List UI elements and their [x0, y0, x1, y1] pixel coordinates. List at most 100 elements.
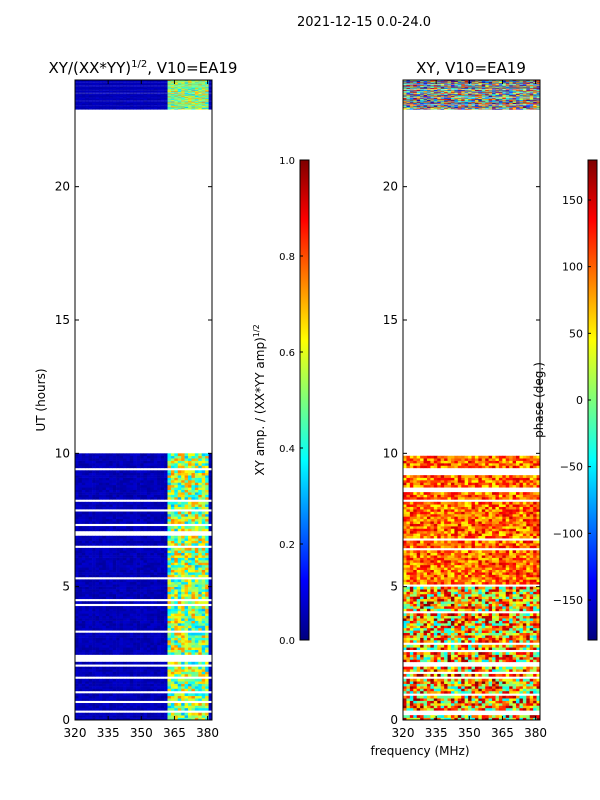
heat-cell: [205, 496, 209, 500]
heat-cell: [164, 635, 168, 638]
heat-cell: [174, 108, 179, 109]
heat-cell: [205, 494, 209, 498]
heat-cell: [153, 632, 158, 636]
heat-cell: [133, 458, 137, 461]
heat-cell: [191, 678, 196, 682]
heat-cell: [112, 108, 117, 109]
heat-cell: [191, 489, 196, 493]
heat-cell: [170, 555, 175, 558]
heat-cell: [105, 591, 110, 595]
heat-cell: [129, 496, 134, 500]
heat-cell: [184, 589, 189, 592]
heat-cell: [112, 526, 117, 529]
heat-cell: [88, 496, 93, 500]
heat-cell: [205, 572, 209, 575]
heat-cell: [78, 501, 83, 505]
heat-cell: [194, 703, 199, 706]
heat-cell: [146, 715, 151, 718]
heat-cell: [181, 550, 185, 554]
heat-cell: [201, 625, 206, 629]
heat-cell: [167, 620, 172, 624]
heat-cell: [177, 543, 182, 546]
heat-cell: [92, 642, 96, 646]
heat-cell: [164, 661, 168, 665]
heat-cell: [188, 596, 192, 600]
heat-cell: [198, 572, 203, 575]
heat-cell: [146, 606, 151, 609]
heat-cell: [177, 683, 182, 687]
heat-cell: [208, 540, 212, 544]
heat-cell: [153, 109, 158, 110]
heat-cell: [188, 470, 192, 474]
heat-cell: [122, 108, 127, 109]
heat-cell: [181, 717, 185, 720]
heat-cell: [85, 649, 89, 653]
heat-cell: [194, 496, 199, 500]
heat-cell: [184, 564, 189, 568]
heat-cell: [116, 538, 120, 541]
heat-cell: [126, 647, 131, 650]
heat-cell: [157, 540, 161, 544]
heat-cell: [78, 540, 83, 544]
heat-cell: [140, 695, 144, 699]
heat-cell: [174, 528, 179, 532]
heat-cell: [146, 555, 151, 558]
heat-cell: [205, 606, 209, 609]
heat-cell: [95, 644, 100, 648]
heat-cell: [153, 683, 158, 687]
heat-cell: [92, 460, 96, 464]
heat-cell: [112, 489, 117, 493]
heat-cell: [164, 618, 168, 621]
heat-cell: [78, 463, 83, 466]
heat-cell: [133, 671, 137, 675]
heat-cell: [78, 683, 83, 687]
heat-cell: [201, 535, 206, 539]
heat-cell: [198, 458, 203, 461]
heat-cell: [194, 717, 199, 720]
heat-cell: [105, 712, 110, 716]
heat-cell: [116, 460, 120, 464]
heat-cell: [167, 535, 172, 539]
heat-cell: [160, 683, 165, 687]
heat-cell: [167, 506, 172, 510]
heat-cell: [150, 601, 155, 604]
heat-cell: [126, 526, 131, 529]
heat-cell: [122, 610, 127, 614]
heat-cell: [201, 683, 206, 687]
heat-cell: [129, 666, 134, 670]
heat-cell: [208, 703, 212, 706]
heat-cell: [208, 458, 212, 461]
heat-cell: [88, 635, 93, 638]
heat-cell: [143, 458, 148, 461]
heat-cell: [205, 105, 209, 107]
heat-cell: [116, 560, 120, 563]
heat-cell: [153, 538, 158, 541]
heat-cell: [98, 569, 103, 573]
heat-cell: [160, 693, 165, 697]
heat-cell: [140, 581, 144, 585]
heat-cell: [102, 666, 107, 670]
heat-cell: [188, 458, 192, 461]
heat-cell: [201, 586, 206, 590]
heat-cell: [205, 615, 209, 619]
heat-cell: [198, 480, 203, 483]
heat-cell: [75, 513, 79, 517]
heat-cell: [194, 550, 199, 554]
heat-cell: [150, 550, 155, 554]
heat-cell: [188, 484, 192, 488]
heat-cell: [116, 698, 120, 701]
heat-cell: [85, 596, 89, 600]
heat-cell: [81, 703, 86, 706]
heat-cell: [167, 458, 172, 461]
heat-cell: [140, 678, 144, 682]
heat-cell: [150, 671, 155, 675]
heat-cell: [95, 574, 100, 578]
heat-cell: [208, 637, 212, 641]
heat-cell: [95, 470, 100, 474]
heat-cell: [75, 101, 79, 103]
heat-cell: [184, 635, 189, 638]
heat-cell: [109, 584, 113, 587]
heat-cell: [98, 586, 103, 590]
heat-cell: [122, 681, 127, 684]
heat-cell: [75, 606, 79, 609]
